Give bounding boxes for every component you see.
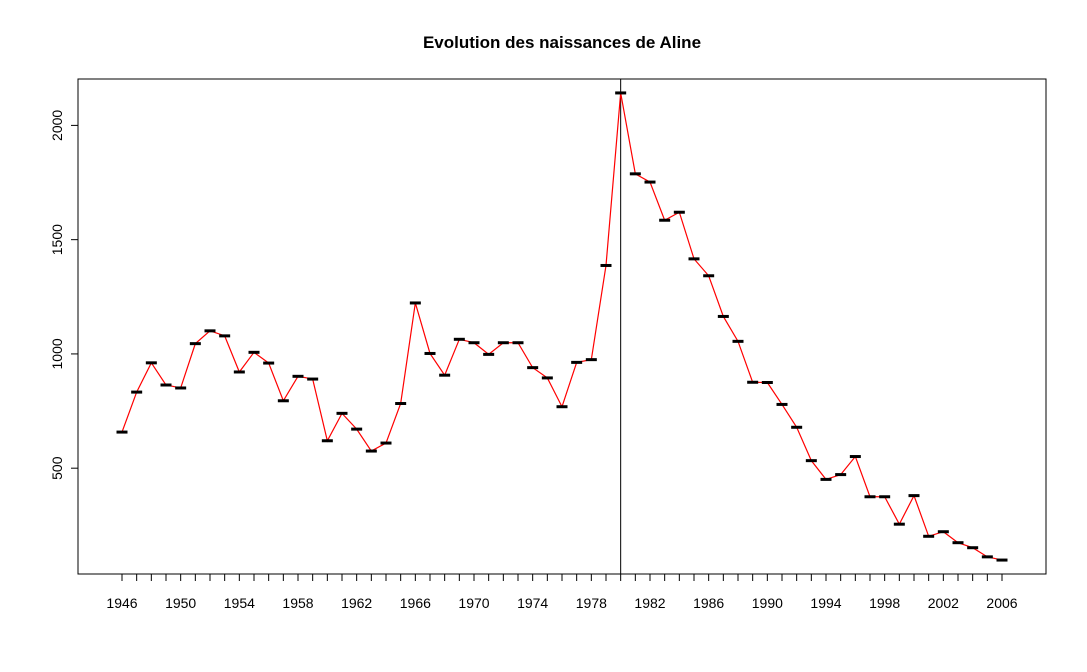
x-tick-label: 1994 — [810, 595, 841, 611]
series-group — [121, 92, 1003, 561]
series-line — [121, 92, 1003, 561]
x-tick-label: 1982 — [634, 595, 665, 611]
x-tick-label: 1970 — [458, 595, 489, 611]
x-tick-label: 1974 — [517, 595, 548, 611]
y-tick-label: 500 — [49, 456, 65, 480]
x-tick-label: 1978 — [576, 595, 607, 611]
x-tick-label: 1946 — [106, 595, 137, 611]
y-tick-label: 1000 — [49, 338, 65, 369]
x-axis: 1946 1950 1954 1958 1962 1966 1970 1974 1978 1982… — [106, 573, 1018, 611]
x-tick-label: 2002 — [928, 595, 959, 611]
y-tick-label: 1500 — [49, 224, 65, 255]
x-tick-label: 1954 — [224, 595, 255, 611]
x-tick-label: 2006 — [986, 595, 1017, 611]
x-tick-label: 1986 — [693, 595, 724, 611]
x-tick-label: 1962 — [341, 595, 372, 611]
plot-frame — [77, 78, 1047, 575]
chart-title: Evolution des naissances de Aline — [423, 33, 701, 52]
y-tick-label: 2000 — [49, 110, 65, 141]
x-tick-label: 1958 — [282, 595, 313, 611]
x-tick-label: 1950 — [165, 595, 196, 611]
y-axis: 500 1000 1500 2000 — [49, 110, 79, 480]
x-tick-label: 1998 — [869, 595, 900, 611]
x-tick-label: 1990 — [752, 595, 783, 611]
markers-group — [116, 91, 1008, 562]
x-tick-label: 1966 — [400, 595, 431, 611]
